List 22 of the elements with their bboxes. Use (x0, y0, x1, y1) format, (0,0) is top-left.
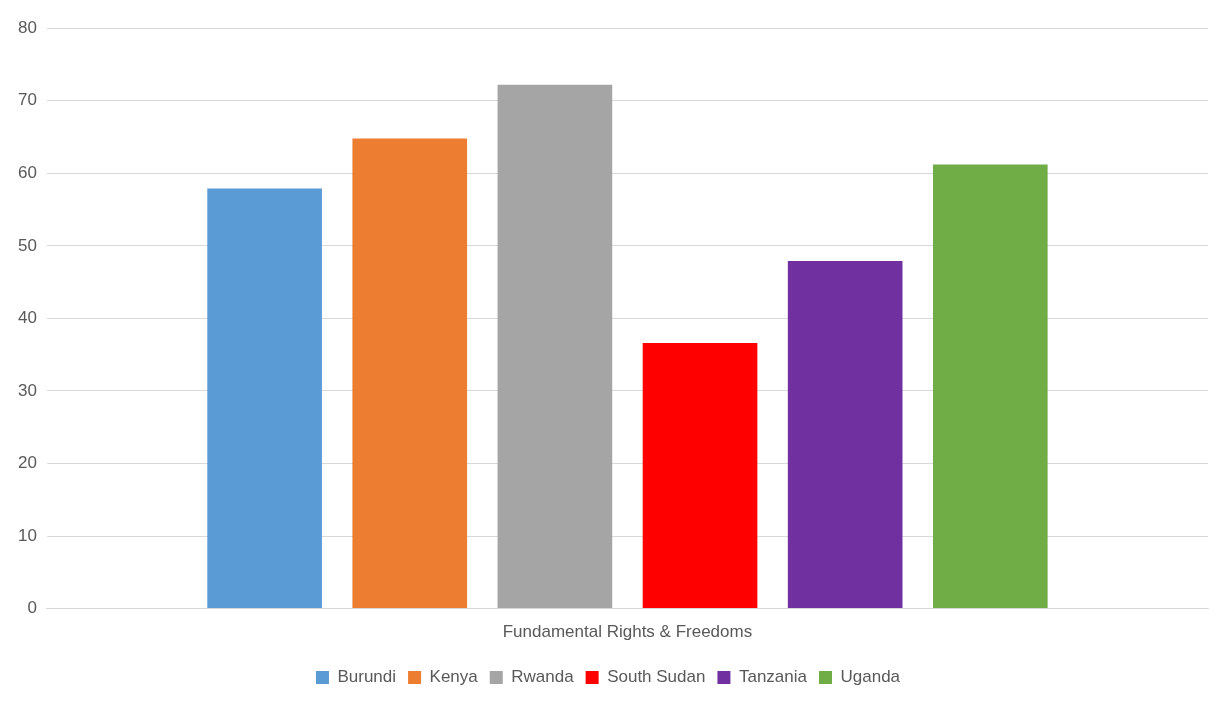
y-tick-label: 40 (17, 308, 37, 328)
legend-label: Burundi (337, 667, 397, 687)
x-tick-label: Fundamental Rights & Freedoms (502, 622, 753, 642)
legend-label: South Sudan (607, 667, 706, 687)
bar (352, 138, 468, 609)
legend-label: Rwanda (511, 667, 575, 687)
y-tick-label: 70 (17, 90, 37, 110)
y-tick-label: 0 (27, 598, 37, 618)
bar (207, 188, 322, 609)
y-tick-label: 10 (17, 525, 37, 545)
legend-label: Uganda (840, 667, 901, 687)
legend-label: Kenya (429, 667, 479, 687)
y-tick-label: 30 (17, 380, 37, 400)
y-tick-label: 50 (17, 235, 37, 255)
legend-label: Tanzania (738, 667, 808, 687)
bar (787, 261, 903, 609)
y-tick-label: 60 (17, 162, 37, 182)
bar (497, 84, 613, 609)
y-tick-label: 80 (17, 17, 37, 37)
bar (932, 164, 1048, 609)
bar (642, 343, 758, 609)
y-tick-label: 20 (17, 453, 37, 473)
